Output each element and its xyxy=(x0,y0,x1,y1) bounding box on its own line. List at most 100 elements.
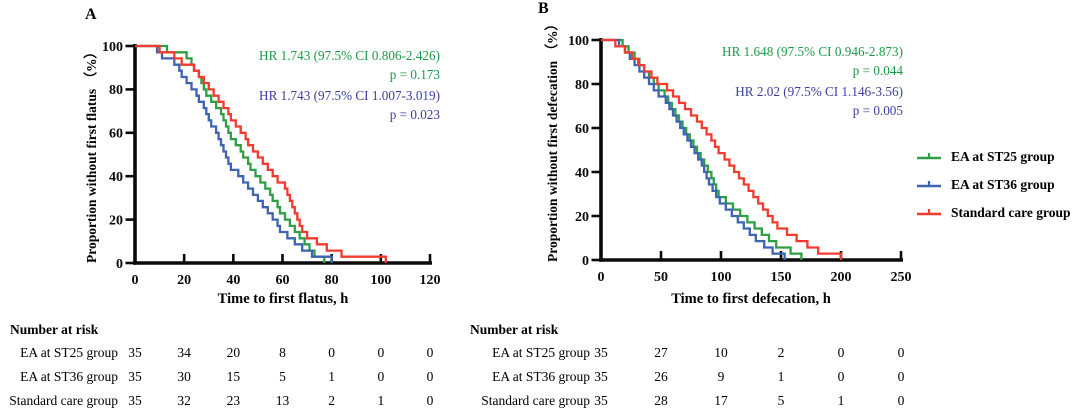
legend-item-label: Standard care group xyxy=(951,205,1071,220)
y-tick-label: 20 xyxy=(575,210,589,225)
hr-annotation-st25-b: HR 1.648 (97.5% CI 0.946-2.873) xyxy=(722,44,903,59)
panel-b-label: B xyxy=(538,0,549,17)
risk-value: 0 xyxy=(837,345,845,360)
km-curve-ea-at-st36-group xyxy=(601,38,786,260)
hr-annotation-st25-a: HR 1.743 (97.5% CI 0.806-2.426) xyxy=(259,48,440,63)
risk-value: 20 xyxy=(226,345,241,360)
risk-value: 0 xyxy=(837,369,845,384)
x-tick-label: 50 xyxy=(654,270,668,285)
risk-value: 0 xyxy=(377,345,385,360)
km-curve-ea-at-st25-group xyxy=(601,38,803,260)
risk-value: 0 xyxy=(426,369,434,384)
legend-item-label: EA at ST25 group xyxy=(951,149,1055,164)
risk-value: 28 xyxy=(654,393,668,408)
y-tick-label: 60 xyxy=(109,127,123,142)
x-tick-label: 100 xyxy=(370,273,391,288)
km-curve-standard-care-group xyxy=(135,44,387,263)
panel-a-risk-table-title: Number at risk xyxy=(10,322,99,337)
risk-value: 10 xyxy=(714,345,728,360)
y-tick-label: 40 xyxy=(109,170,123,185)
legend: EA at ST25 group EA at ST36 group Standard… xyxy=(916,143,1071,227)
p-value-st36-a: p = 0.023 xyxy=(389,107,440,122)
legend-line-marker-icon xyxy=(917,153,941,160)
risk-value: 9 xyxy=(717,369,725,384)
hr-annotation-st36-a: HR 1.743 (97.5% CI 1.007-3.019) xyxy=(259,88,440,103)
panel-b-risk-table-title: Number at risk xyxy=(470,322,559,337)
y-tick-label: 60 xyxy=(575,122,589,137)
risk-value: 2 xyxy=(328,393,336,408)
risk-value: 1 xyxy=(328,369,336,384)
risk-row-label: EA at ST25 group xyxy=(20,345,118,360)
legend-line-marker-icon xyxy=(917,209,941,216)
risk-value: 35 xyxy=(128,369,142,384)
risk-value: 32 xyxy=(177,393,191,408)
panel-b-x-axis-title: Time to first defecation, h xyxy=(671,291,831,307)
risk-value: 35 xyxy=(128,393,142,408)
x-tick-label: 0 xyxy=(132,273,139,288)
x-tick-label: 100 xyxy=(711,270,732,285)
p-value-st25-a: p = 0.173 xyxy=(389,67,440,82)
risk-row-label: EA at ST36 group xyxy=(20,369,118,384)
hr-annotation-st36-b: HR 2.02 (97.5% CI 1.146-3.56) xyxy=(735,84,903,99)
legend-line-marker-icon xyxy=(917,181,941,188)
legend-item: EA at ST25 group xyxy=(916,143,1071,171)
p-value-st36-b: p = 0.005 xyxy=(852,103,903,118)
risk-value: 2 xyxy=(777,345,785,360)
y-tick-label: 80 xyxy=(109,83,123,98)
x-tick-label: 250 xyxy=(891,270,912,285)
risk-value: 0 xyxy=(897,393,905,408)
km-curve-ea-at-st25-group xyxy=(135,44,326,263)
risk-value: 0 xyxy=(897,369,905,384)
panel-b-annotations: HR 1.648 (97.5% CI 0.946-2.873) p = 0.04… xyxy=(583,42,903,120)
risk-value: 1 xyxy=(777,369,785,384)
x-tick-label: 60 xyxy=(276,273,290,288)
y-tick-label: 0 xyxy=(582,254,589,269)
x-tick-label: 200 xyxy=(831,270,852,285)
risk-value: 26 xyxy=(654,369,668,384)
y-tick-label: 80 xyxy=(575,78,589,93)
risk-value: 0 xyxy=(426,393,434,408)
risk-value: 30 xyxy=(177,369,191,384)
risk-value: 5 xyxy=(777,393,785,408)
risk-value: 35 xyxy=(128,345,142,360)
risk-row-label: EA at ST36 group xyxy=(492,369,590,384)
panel-a-annotations: HR 1.743 (97.5% CI 0.806-2.426) p = 0.17… xyxy=(120,46,440,124)
risk-value: 1 xyxy=(377,393,385,408)
risk-value: 35 xyxy=(594,345,608,360)
y-tick-label: 100 xyxy=(102,40,123,55)
x-tick-label: 150 xyxy=(771,270,792,285)
risk-row-label: Standard care group xyxy=(9,393,118,408)
risk-value: 0 xyxy=(328,345,336,360)
legend-item-label: EA at ST36 group xyxy=(951,177,1055,192)
risk-value: 15 xyxy=(226,369,241,384)
risk-value: 27 xyxy=(654,345,668,360)
x-tick-label: 120 xyxy=(420,273,441,288)
km-curve-standard-care-group xyxy=(601,38,843,260)
y-tick-label: 20 xyxy=(109,213,123,228)
y-tick-label: 40 xyxy=(575,166,589,181)
risk-value: 13 xyxy=(275,393,290,408)
risk-value: 23 xyxy=(226,393,241,408)
x-tick-label: 40 xyxy=(226,273,240,288)
legend-item: EA at ST36 group xyxy=(916,171,1071,199)
y-tick-label: 0 xyxy=(116,257,123,272)
risk-row-label: Standard care group xyxy=(481,393,590,408)
x-tick-label: 20 xyxy=(177,273,191,288)
risk-value: 34 xyxy=(177,345,191,360)
x-tick-label: 80 xyxy=(325,273,339,288)
risk-value: 5 xyxy=(279,369,286,384)
panel-a-y-axis-title: Proportion without first flatus （%） xyxy=(84,45,99,263)
panel-b-y-axis-title: Proportion without first defecation （%） xyxy=(545,17,560,262)
risk-row-label: EA at ST25 group xyxy=(492,345,590,360)
risk-value: 0 xyxy=(897,345,905,360)
risk-value: 0 xyxy=(377,369,385,384)
risk-value: 1 xyxy=(837,393,845,408)
legend-item: Standard care group xyxy=(916,199,1071,227)
risk-value: 35 xyxy=(594,393,608,408)
risk-value: 0 xyxy=(426,345,434,360)
risk-value: 17 xyxy=(714,393,728,408)
y-tick-label: 100 xyxy=(568,34,589,49)
km-curve-ea-at-st36-group xyxy=(135,44,333,263)
